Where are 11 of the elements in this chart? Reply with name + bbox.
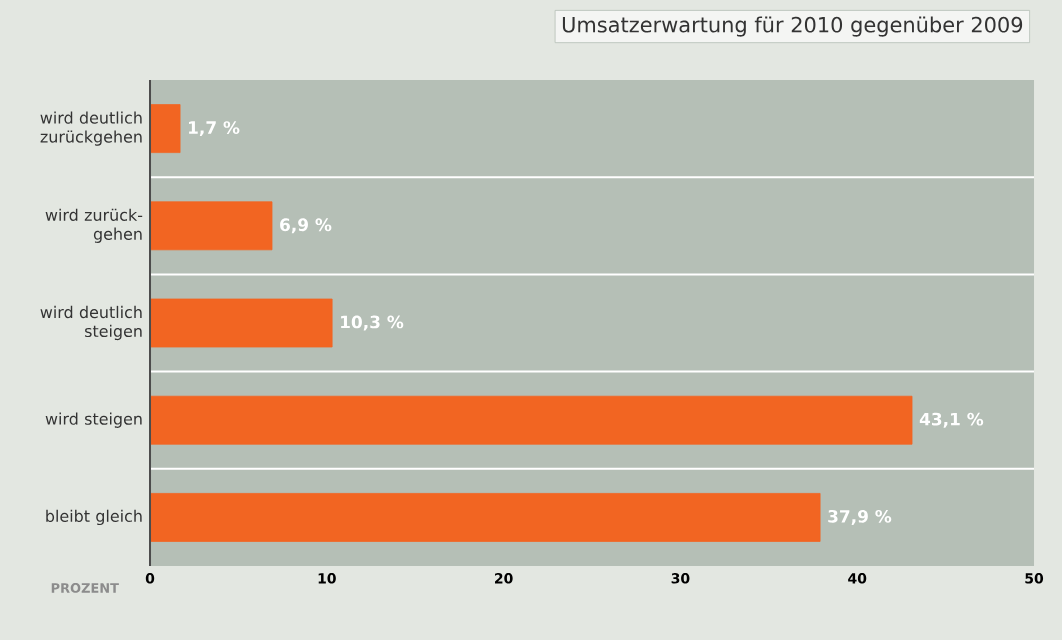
bar [149,104,181,154]
data-label: 43,1 % [919,412,984,428]
data-label: 10,3 % [341,315,404,331]
data-label: 1,7 % [189,121,240,137]
data-label: 37,9 % [828,509,892,525]
chart-title: Umsatzerwartung für 2010 gegenüber 2009 [562,16,1023,37]
data-label: 6,9 % [280,218,332,234]
bar [149,201,273,251]
bar [149,493,821,542]
bar [149,395,913,445]
bar [149,298,333,348]
